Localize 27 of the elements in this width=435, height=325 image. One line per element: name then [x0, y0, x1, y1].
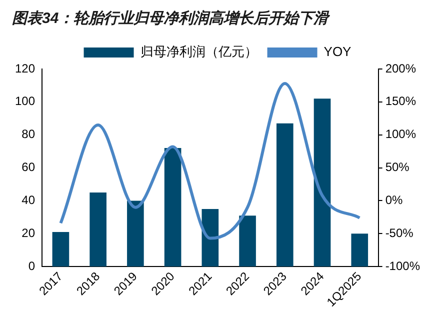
y-tick-label: 0	[28, 258, 36, 273]
bar	[202, 208, 219, 267]
legend-label: 归母净利润（亿元）	[140, 44, 258, 60]
chart-title: 图表34：轮胎行业归母净利润高增长后开始下滑	[12, 9, 331, 28]
bar	[52, 232, 70, 267]
y-tick-label: 20	[22, 226, 36, 240]
y-tick-label: 120	[14, 61, 36, 76]
bar	[127, 200, 144, 267]
bar	[239, 216, 256, 267]
y-tick-label: 40	[22, 193, 36, 208]
y2-tick-label: 100%	[385, 127, 416, 142]
y2-tick-label: 200%	[385, 61, 416, 76]
line-series	[59, 82, 362, 240]
y-tick-label: 100	[14, 94, 36, 108]
y-tick-label: 60	[22, 160, 36, 174]
y-tick-label: 80	[22, 127, 36, 142]
y2-tick-label: 0%	[385, 193, 403, 208]
legend-label: YOY	[324, 44, 352, 60]
y2-tick-label: 50%	[385, 160, 410, 174]
bar	[351, 234, 368, 267]
y2-tick-label: -50%	[385, 226, 414, 240]
bar	[314, 98, 331, 267]
y2-tick-label: 150%	[385, 94, 416, 108]
bar	[276, 123, 294, 267]
bar	[90, 192, 106, 267]
bar	[164, 148, 182, 267]
y2-tick-label: -100%	[385, 258, 420, 273]
